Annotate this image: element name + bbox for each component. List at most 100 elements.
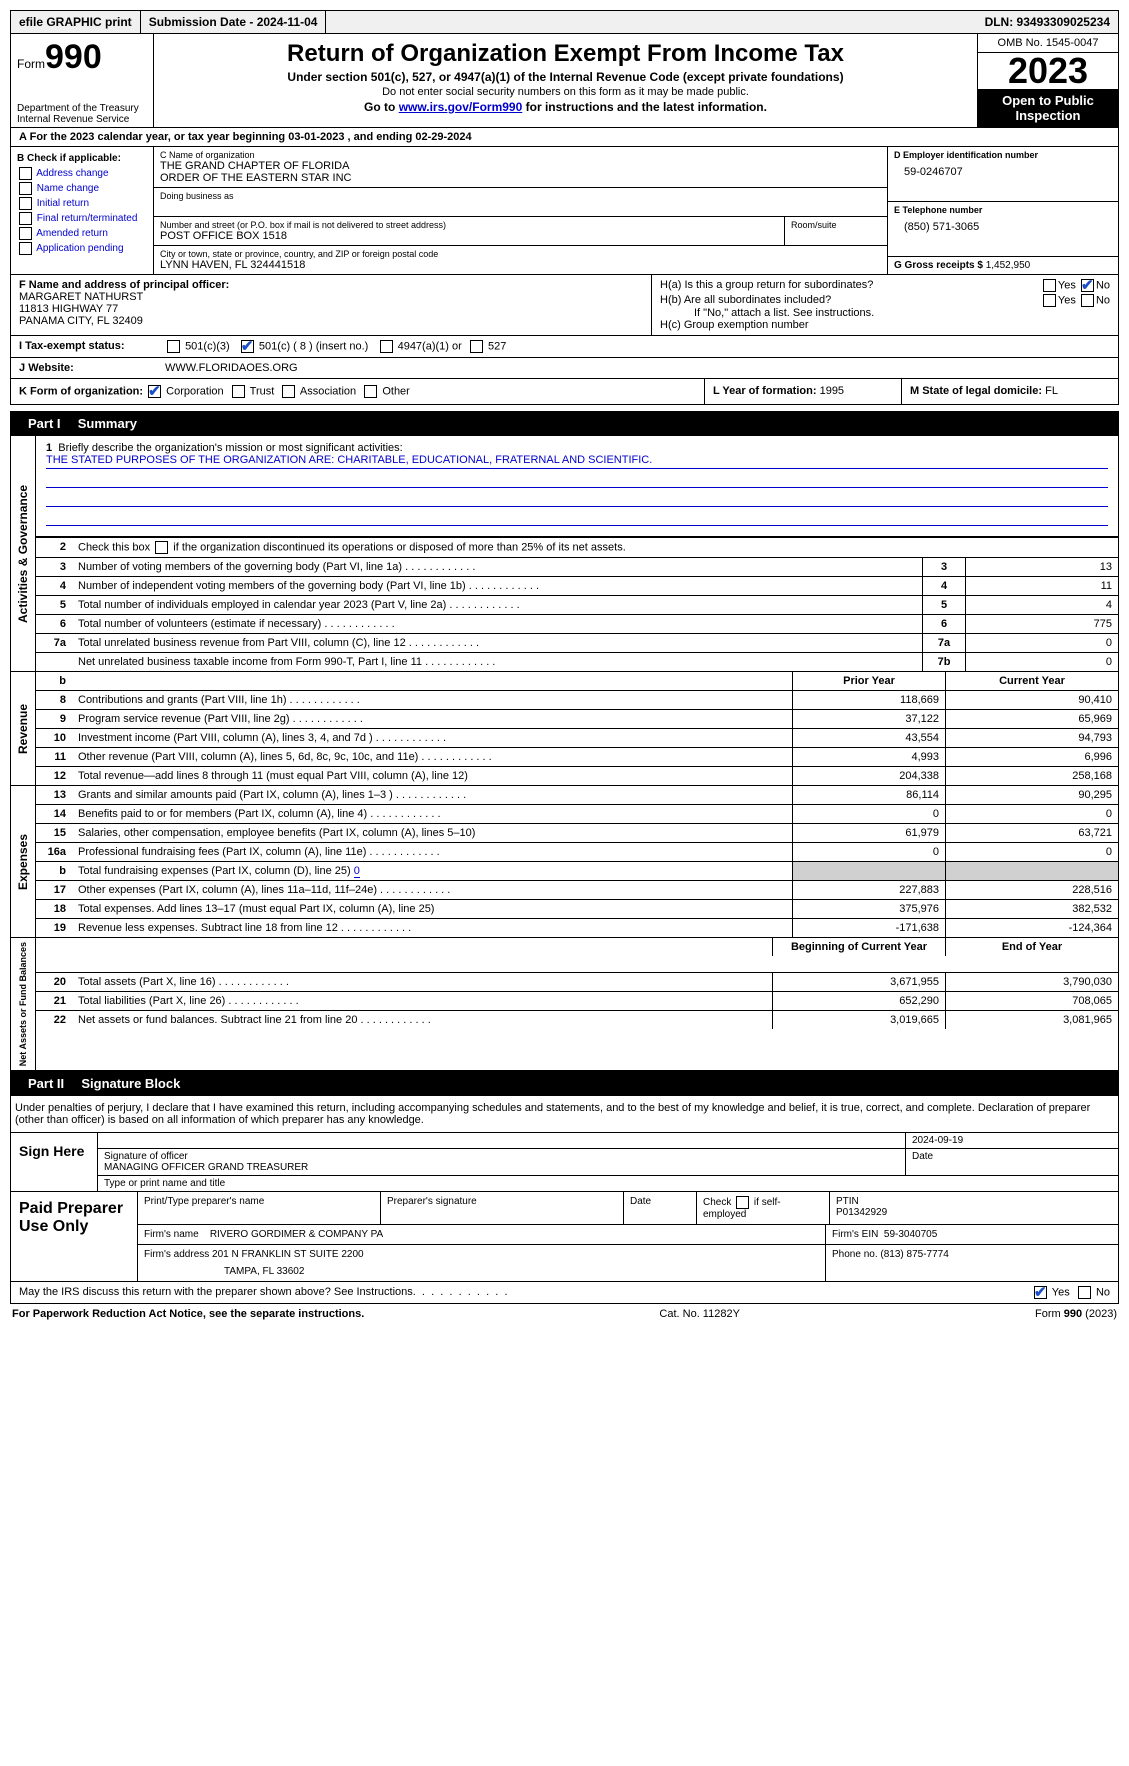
table-row: 10Investment income (Part VIII, column (… xyxy=(36,729,1118,748)
hb-no-cb[interactable] xyxy=(1081,294,1094,307)
box-c-dba: Doing business as xyxy=(154,188,887,217)
header: Form990 Department of the Treasury Inter… xyxy=(10,34,1119,128)
table-row: 8Contributions and grants (Part VIII, li… xyxy=(36,691,1118,710)
efile-graphic-print[interactable]: efile GRAPHIC print xyxy=(11,11,141,33)
opt-501c: 501(c) ( 8 ) (insert no.) xyxy=(259,340,368,352)
footer-mid: Cat. No. 11282Y xyxy=(659,1308,740,1320)
net-table: Beginning of Current YearEnd of Year 20T… xyxy=(36,938,1118,1029)
paid-preparer-block: Paid Preparer Use Only Print/Type prepar… xyxy=(10,1192,1119,1282)
table-row: 3Number of voting members of the governi… xyxy=(36,558,1118,577)
ha-yes: Yes xyxy=(1058,279,1076,291)
cb-other[interactable] xyxy=(364,385,377,398)
expenses-section: Expenses 13Grants and similar amounts pa… xyxy=(10,786,1119,938)
cb-corp[interactable] xyxy=(148,385,161,398)
ha-yes-cb[interactable] xyxy=(1043,279,1056,292)
discuss-no: No xyxy=(1096,1287,1110,1299)
discuss-yes-cb[interactable] xyxy=(1034,1286,1047,1299)
sign-here-block: Sign Here 2024-09-19 Signature of office… xyxy=(10,1133,1119,1192)
form-number: 990 xyxy=(45,38,102,76)
table-row: 7aTotal unrelated business revenue from … xyxy=(36,634,1118,653)
firm-phone: (813) 875-7774 xyxy=(880,1249,948,1260)
row-a-text: For the 2023 calendar year, or tax year … xyxy=(30,131,472,143)
cb-501c[interactable] xyxy=(241,340,254,353)
hb-yes-cb[interactable] xyxy=(1043,294,1056,307)
checkbox-address-change[interactable] xyxy=(19,167,32,180)
opt-4947: 4947(a)(1) or xyxy=(398,340,462,352)
box-c-name: C Name of organization THE GRAND CHAPTER… xyxy=(154,147,887,188)
hdr-begin: Beginning of Current Year xyxy=(773,938,946,956)
website-value: WWW.FLORIDAOES.ORG xyxy=(157,358,1118,378)
desc: Total number of volunteers (estimate if … xyxy=(72,615,923,634)
table-row: bTotal fundraising expenses (Part IX, co… xyxy=(36,862,1118,881)
sign-here-label: Sign Here xyxy=(11,1133,98,1191)
hb-yes: Yes xyxy=(1058,294,1076,306)
opt-corp: Corporation xyxy=(166,385,223,397)
hdr-current: Current Year xyxy=(946,672,1119,691)
row-klm: K Form of organization: Corporation Trus… xyxy=(10,379,1119,405)
type-label: Type or print name and title xyxy=(98,1176,1118,1191)
table-row: 9Program service revenue (Part VIII, lin… xyxy=(36,710,1118,729)
firm-name: RIVERO GORDIMER & COMPANY PA xyxy=(210,1229,383,1240)
opt-527: 527 xyxy=(488,340,506,352)
hdr-end: End of Year xyxy=(946,938,1119,956)
box-m: M State of legal domicile: FL xyxy=(901,379,1118,404)
irs-link[interactable]: www.irs.gov/Form990 xyxy=(399,100,523,114)
opt-other: Other xyxy=(382,385,410,397)
vtab-expenses: Expenses xyxy=(11,786,36,937)
desc: Number of voting members of the governin… xyxy=(72,558,923,577)
firm-addr-label: Firm's address xyxy=(144,1249,209,1260)
open-to-public: Open to Public Inspection xyxy=(978,89,1118,127)
net-assets-section: Net Assets or Fund Balances Beginning of… xyxy=(10,938,1119,1071)
dept-treasury: Department of the Treasury xyxy=(17,103,147,114)
vtab-governance: Activities & Governance xyxy=(11,436,36,671)
table-row: 11Other revenue (Part VIII, column (A), … xyxy=(36,748,1118,767)
addr-value: POST OFFICE BOX 1518 xyxy=(160,230,778,242)
tax-status-label: Tax-exempt status: xyxy=(25,340,124,352)
top-bar: efile GRAPHIC print Submission Date - 20… xyxy=(10,10,1119,34)
checkbox-amended-return[interactable] xyxy=(19,227,32,240)
officer-label: F Name and address of principal officer: xyxy=(19,279,643,291)
part1-title: Summary xyxy=(78,416,137,431)
cb-trust[interactable] xyxy=(232,385,245,398)
table-row: 15Salaries, other compensation, employee… xyxy=(36,824,1118,843)
mission-box: 1 Briefly describe the organization's mi… xyxy=(36,436,1118,537)
line16b-val: 0 xyxy=(354,865,360,878)
cb-527[interactable] xyxy=(470,340,483,353)
checkbox-name-change[interactable] xyxy=(19,182,32,195)
checkbox-final-return[interactable] xyxy=(19,212,32,225)
checkbox-initial-return[interactable] xyxy=(19,197,32,210)
ha-no: No xyxy=(1096,279,1110,291)
footer: For Paperwork Reduction Act Notice, see … xyxy=(10,1304,1119,1324)
discuss-no-cb[interactable] xyxy=(1078,1286,1091,1299)
line16b-desc: Total fundraising expenses (Part IX, col… xyxy=(78,865,354,877)
firm-phone-label: Phone no. xyxy=(832,1249,878,1260)
checkbox-app-pending[interactable] xyxy=(19,242,32,255)
box-c-city: City or town, state or province, country… xyxy=(154,246,887,274)
box-f: F Name and address of principal officer:… xyxy=(11,275,652,335)
cb-4947[interactable] xyxy=(380,340,393,353)
vtab-revenue: Revenue xyxy=(11,672,36,785)
ha-no-cb[interactable] xyxy=(1081,279,1094,292)
cb-self-employed[interactable] xyxy=(736,1196,749,1209)
box-c-addr-row: Number and street (or P.O. box if mail i… xyxy=(154,217,887,246)
vtab-net: Net Assets or Fund Balances xyxy=(11,938,36,1070)
hb-no: No xyxy=(1096,294,1110,306)
ein-label: D Employer identification number xyxy=(894,150,1112,160)
block-b-through-g: B Check if applicable: Address change Na… xyxy=(10,147,1119,275)
cb-assoc[interactable] xyxy=(282,385,295,398)
paid-label: Paid Preparer Use Only xyxy=(11,1192,138,1281)
table-row: 17Other expenses (Part IX, column (A), l… xyxy=(36,881,1118,900)
col-mid: C Name of organization THE GRAND CHAPTER… xyxy=(154,147,887,274)
firm-addr2: TAMPA, FL 33602 xyxy=(144,1260,819,1277)
part1-header: Part I Summary xyxy=(10,411,1119,436)
phone-label: E Telephone number xyxy=(894,205,1112,215)
table-row: Net unrelated business taxable income fr… xyxy=(36,653,1118,672)
mission-a: THE STATED PURPOSES OF THE ORGANIZATION … xyxy=(46,454,652,466)
m-label: M State of legal domicile: xyxy=(910,385,1042,397)
cb-501c3[interactable] xyxy=(167,340,180,353)
part2-title: Signature Block xyxy=(81,1076,180,1091)
hb-note: If "No," attach a list. See instructions… xyxy=(660,307,1110,319)
line2-post: if the organization discontinued its ope… xyxy=(170,541,626,553)
row-i: I Tax-exempt status: 501(c)(3) 501(c) ( … xyxy=(10,336,1119,358)
cb-line2[interactable] xyxy=(155,541,168,554)
